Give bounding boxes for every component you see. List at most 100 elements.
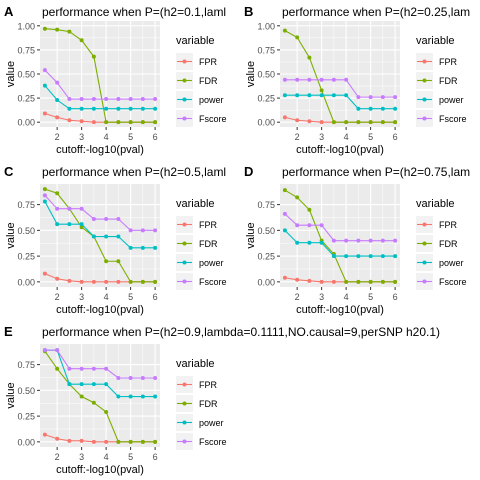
legend-label-power: power xyxy=(199,258,224,268)
x-axis-label: cutoff:-log10(pval) xyxy=(56,464,144,476)
data-point xyxy=(153,440,157,444)
legend-key-point xyxy=(183,242,187,246)
data-point xyxy=(295,35,299,39)
data-point xyxy=(381,254,385,258)
x-axis-label: cutoff:-log10(pval) xyxy=(56,304,144,316)
data-point xyxy=(393,120,397,124)
data-point xyxy=(320,120,324,124)
chart-title: performance when P=(h2=0.9,lambda=0.1111… xyxy=(42,325,440,339)
legend-key-point xyxy=(423,261,427,265)
chart-title: performance when P=(h2=0.25,lam xyxy=(282,5,470,19)
data-point xyxy=(67,439,71,443)
data-point xyxy=(320,223,324,227)
data-point xyxy=(356,107,360,111)
x-tick-label: 4 xyxy=(344,292,349,302)
data-point xyxy=(381,95,385,99)
x-tick-label: 4 xyxy=(104,292,109,302)
data-point xyxy=(153,97,157,101)
y-tick-label: 0.50 xyxy=(17,226,35,236)
chart-title: performance when P=(h2=0.5,laml xyxy=(42,165,226,179)
data-point xyxy=(43,348,47,352)
data-point xyxy=(141,376,145,380)
x-tick-label: 3 xyxy=(319,292,324,302)
data-point xyxy=(80,107,84,111)
legend: variable FPR FDR power Fscore xyxy=(416,35,467,127)
y-tick-label: 0.00 xyxy=(17,118,35,128)
y-tick-label: 0.50 xyxy=(17,70,35,80)
plot-background xyxy=(40,184,160,287)
plot-background xyxy=(280,184,400,287)
data-point xyxy=(55,437,59,441)
data-point xyxy=(116,120,120,124)
data-point xyxy=(92,235,96,239)
data-point xyxy=(356,239,360,243)
data-point xyxy=(67,30,71,34)
data-point xyxy=(55,191,59,195)
data-point xyxy=(92,97,96,101)
legend-label-fpr: FPR xyxy=(439,220,458,230)
data-point xyxy=(344,280,348,284)
data-point xyxy=(67,97,71,101)
data-point xyxy=(43,27,47,31)
data-point xyxy=(141,280,145,284)
legend: variable FPR FDR power Fscore xyxy=(176,35,227,127)
data-point xyxy=(344,239,348,243)
data-point xyxy=(92,217,96,221)
data-point xyxy=(332,93,336,97)
data-point xyxy=(369,239,373,243)
data-point xyxy=(80,367,84,371)
legend-key-point xyxy=(183,421,187,425)
y-tick-label: 0.50 xyxy=(257,226,275,236)
legend-key-point xyxy=(423,117,427,121)
data-point xyxy=(43,84,47,88)
data-point xyxy=(381,107,385,111)
legend-key-point xyxy=(183,261,187,265)
data-point xyxy=(393,254,397,258)
x-tick-label: 4 xyxy=(104,132,109,142)
data-point xyxy=(393,239,397,243)
data-point xyxy=(153,395,157,399)
data-point xyxy=(129,376,133,380)
panel-a: Aperformance when P=(h2=0.1,laml0.000.25… xyxy=(4,4,227,156)
data-point xyxy=(129,246,133,250)
data-point xyxy=(116,107,120,111)
data-point xyxy=(55,207,59,211)
x-axis-label: cutoff:-log10(pval) xyxy=(296,304,384,316)
data-point xyxy=(307,208,311,212)
y-tick-label: 0.75 xyxy=(17,45,35,55)
x-tick-label: 5 xyxy=(128,292,133,302)
data-point xyxy=(320,241,324,245)
data-point xyxy=(283,115,287,119)
legend-label-power: power xyxy=(199,418,224,428)
data-point xyxy=(92,55,96,59)
data-point xyxy=(141,246,145,250)
data-point xyxy=(67,207,71,211)
data-point xyxy=(369,280,373,284)
data-point xyxy=(92,120,96,124)
panel-letter: E xyxy=(4,324,13,339)
y-tick-label: 0.25 xyxy=(257,94,275,104)
data-point xyxy=(116,217,120,221)
data-point xyxy=(344,254,348,258)
x-tick-label: 6 xyxy=(393,292,398,302)
data-point xyxy=(307,56,311,60)
data-point xyxy=(320,280,324,284)
data-point xyxy=(104,120,108,124)
x-tick-label: 2 xyxy=(55,292,60,302)
data-point xyxy=(129,395,133,399)
data-point xyxy=(356,120,360,124)
data-point xyxy=(116,280,120,284)
data-point xyxy=(55,277,59,281)
legend-label-fdr: FDR xyxy=(439,239,458,249)
data-point xyxy=(320,88,324,92)
data-point xyxy=(307,279,311,283)
y-tick-label: 0.75 xyxy=(17,360,35,370)
data-point xyxy=(116,235,120,239)
data-point xyxy=(80,38,84,42)
y-tick-label: 0.00 xyxy=(17,277,35,287)
legend-key-point xyxy=(423,79,427,83)
data-point xyxy=(104,259,108,263)
data-point xyxy=(80,280,84,284)
data-point xyxy=(55,81,59,85)
data-point xyxy=(67,279,71,283)
